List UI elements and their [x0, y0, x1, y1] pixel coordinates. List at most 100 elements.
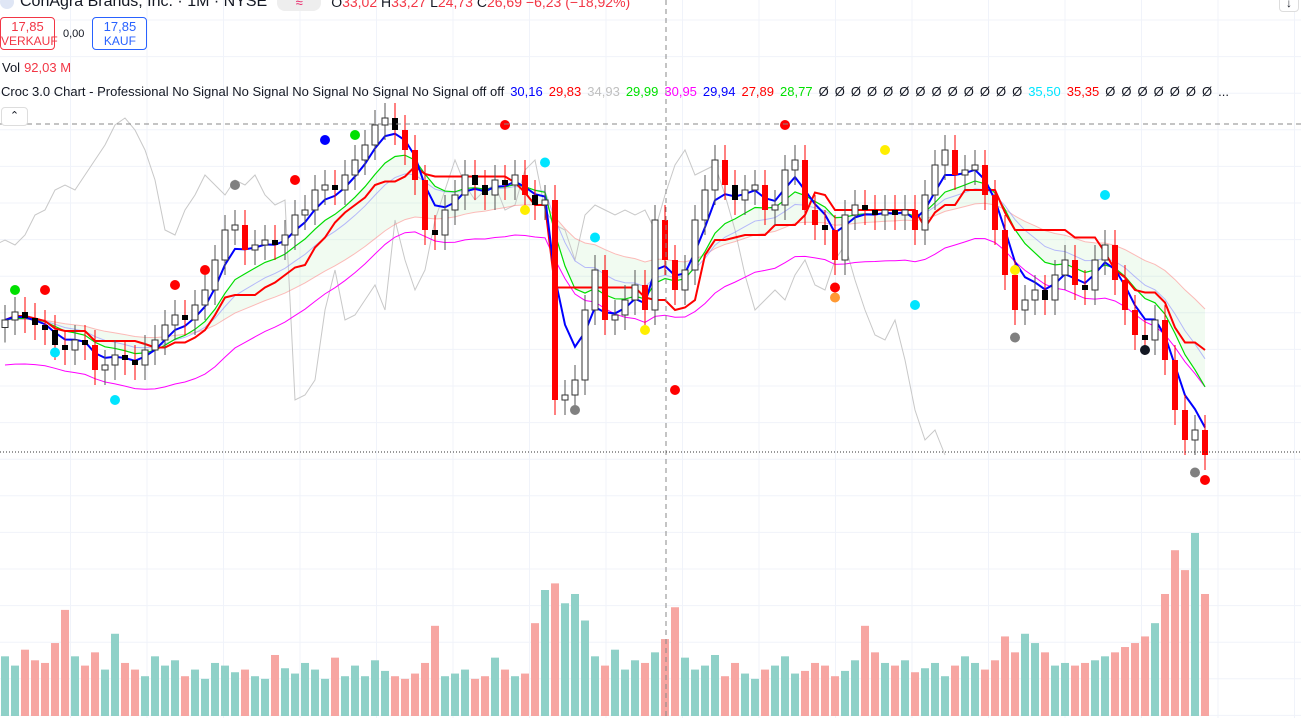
candle-body [591, 269, 599, 311]
volume-bar [51, 643, 59, 716]
volume-bar [731, 662, 739, 716]
scroll-down-button[interactable]: ↓ [1279, 0, 1299, 12]
volume-bar [711, 654, 719, 716]
volume-bar [1011, 652, 1019, 716]
candle-body [762, 185, 768, 210]
sell-label: VERKAUF [1, 34, 58, 48]
candle-body [681, 269, 689, 291]
spread-value: 0,00 [63, 27, 85, 40]
volume-bar [1141, 636, 1149, 716]
candle-body [892, 210, 898, 215]
signal-dot-icon [830, 282, 840, 293]
candle-body [1202, 430, 1208, 455]
sell-button[interactable]: 17,85 VERKAUF [0, 17, 58, 50]
candle-body [171, 314, 179, 326]
candle-body [82, 340, 88, 345]
indicator-legend[interactable]: Croc 3.0 Chart - Professional No Signal … [1, 84, 1229, 99]
volume-bar [1061, 662, 1069, 716]
indicator-value: Ø [818, 84, 829, 99]
volume-bar [191, 669, 199, 716]
candle-body [482, 185, 488, 195]
volume-bar [11, 665, 19, 716]
candle-body [371, 124, 379, 146]
signal-dot-icon [1010, 332, 1020, 343]
candle-body [791, 159, 799, 171]
company-logo-icon [0, 0, 14, 9]
candle-body [1072, 260, 1078, 285]
candle-body [1142, 335, 1148, 340]
volume-bar [171, 660, 179, 716]
candle-body [1122, 280, 1128, 310]
volume-bar [1021, 633, 1029, 716]
indicator-value: 35,35 [1066, 84, 1100, 99]
signal-dot-icon [880, 145, 890, 155]
volume-bar [421, 662, 429, 716]
volume-bar [851, 660, 859, 716]
candle-body [272, 240, 278, 245]
candle-body [1101, 244, 1109, 261]
signal-dot-icon [10, 285, 20, 295]
volume-bar [411, 673, 419, 716]
candle-body [221, 229, 229, 261]
indicator-title: Croc 3.0 Chart - Professional No Signal … [1, 84, 505, 99]
indicator-value: 34,93 [587, 84, 620, 99]
signal-dot-icon [540, 157, 550, 168]
symbol-title[interactable]: ConAgra Brands, Inc. · 1M · NYSE [20, 0, 268, 10]
volume-bar [1171, 550, 1179, 716]
volume-bar [541, 590, 549, 716]
volume-bar [511, 676, 519, 716]
volume-bar [81, 665, 89, 716]
candle-body [11, 311, 19, 321]
indicator-value: Ø [995, 84, 1007, 99]
volume-bar [921, 668, 929, 716]
signal-dot-icon [110, 395, 120, 405]
volume-legend[interactable]: Vol 92,03 M [2, 60, 71, 75]
volume-bar [931, 662, 939, 716]
volume-bar [1131, 643, 1139, 716]
volume-bar [831, 676, 839, 716]
indicator-value: Ø [899, 84, 910, 99]
indicator-value: Ø [866, 84, 878, 99]
volume-bar [491, 657, 499, 716]
volume-bar [1051, 665, 1059, 716]
candle-body [511, 174, 519, 186]
volume-bar [611, 649, 619, 716]
volume-bar [601, 665, 609, 716]
signal-dot-icon [570, 405, 580, 415]
buy-button[interactable]: 17,85 KAUF [92, 17, 148, 50]
candle-body [992, 195, 998, 230]
candle-body [741, 189, 749, 201]
signal-dot-icon [1200, 475, 1210, 485]
signal-dot-icon [780, 120, 790, 130]
volume-bar [281, 668, 289, 716]
ohlc-values: O33,02 H33,27 L24,73 C26,69 −6,23 (−18,9… [331, 0, 631, 10]
volume-bar [661, 639, 669, 716]
candle-body [42, 325, 48, 330]
volume-bar [341, 676, 349, 716]
candle-body [301, 209, 309, 216]
volume-bar [131, 669, 139, 716]
candle-body [332, 185, 338, 190]
volume-bar [591, 656, 599, 716]
candle-body [691, 219, 699, 271]
indicator-value: Ø [963, 84, 974, 99]
volume-bar [301, 662, 309, 716]
volume-bar [741, 673, 749, 716]
indicator-value: Ø [1153, 84, 1164, 99]
indicator-value: 30,16 [510, 84, 543, 99]
candle-body [461, 174, 469, 196]
signal-dot-icon [1100, 190, 1110, 200]
volume-bar [701, 665, 709, 716]
market-status-badge[interactable]: ≈ [277, 0, 322, 11]
volume-bar [331, 657, 339, 716]
candle-body [711, 159, 719, 191]
collapse-legend-button[interactable]: ⌃ [1, 107, 28, 126]
candle-body [22, 312, 28, 318]
indicator-value: Ø [947, 84, 958, 99]
indicator-value: Ø [931, 84, 942, 99]
volume-bar [771, 665, 779, 716]
volume-bar [401, 678, 409, 716]
volume-bar [451, 673, 459, 716]
signal-dot-icon [520, 205, 530, 215]
